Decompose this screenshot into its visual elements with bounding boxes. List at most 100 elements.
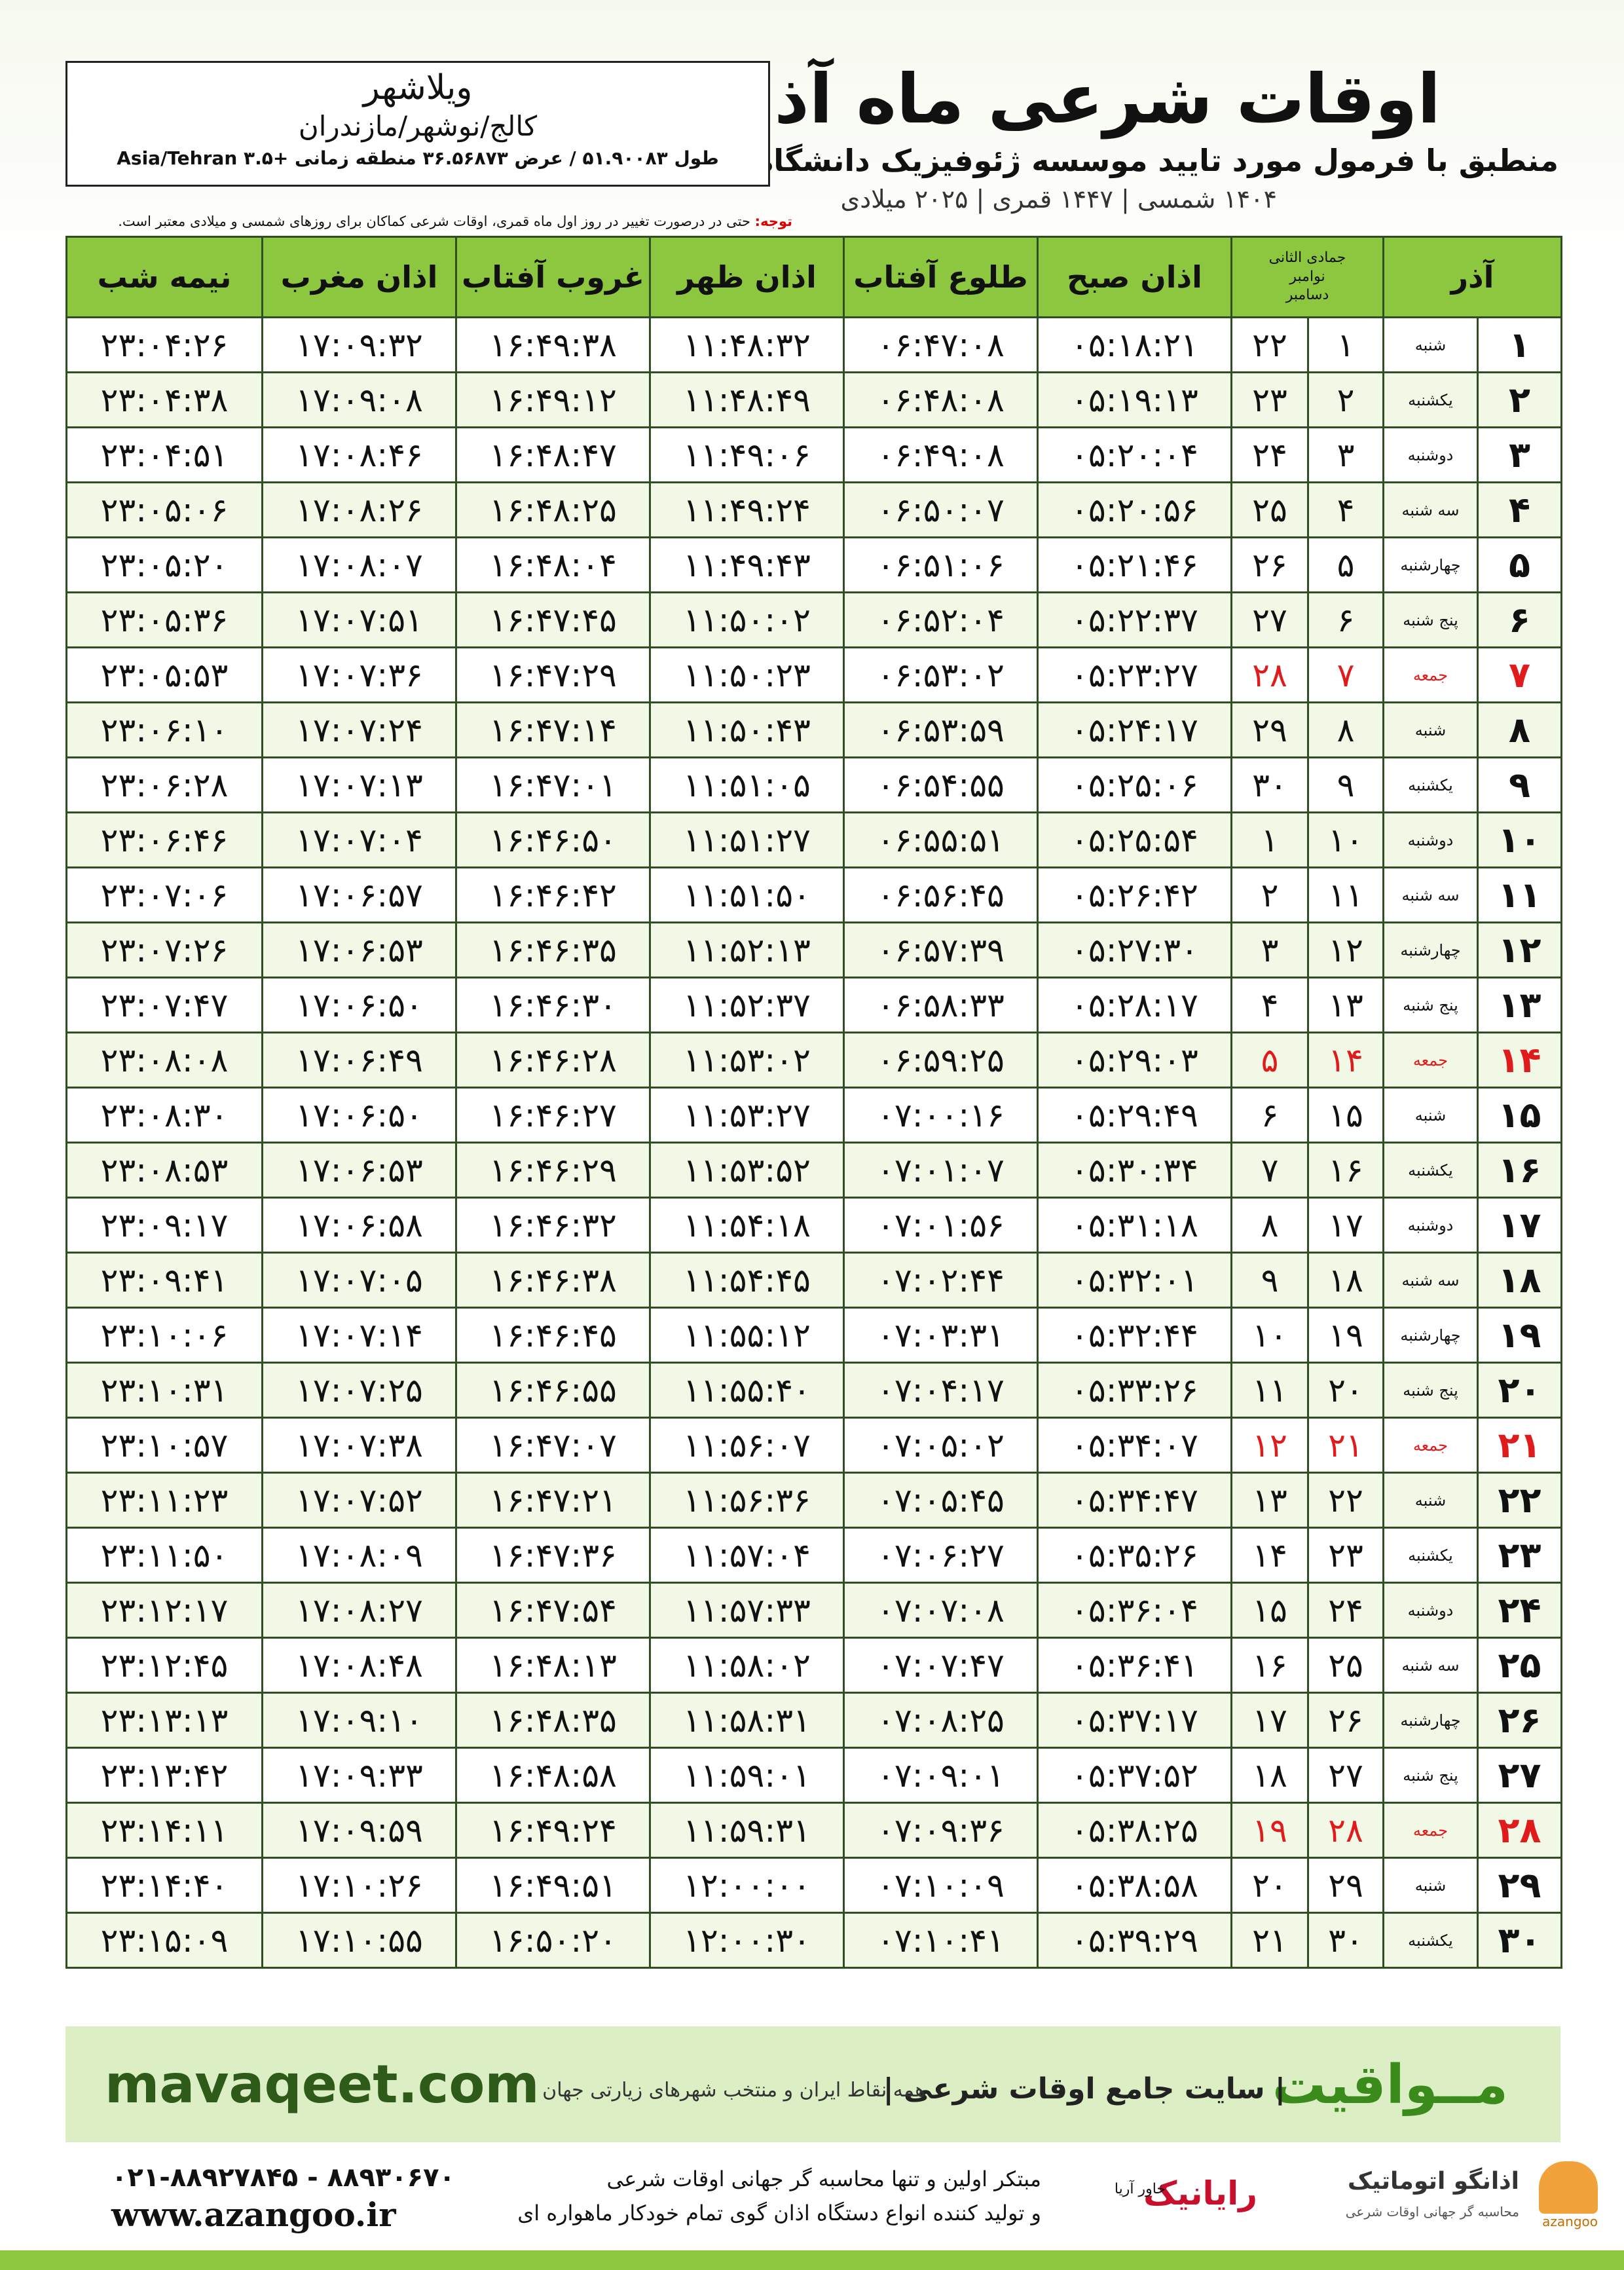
hijri-day: ۳ (1307, 426, 1384, 483)
time-cell: ۱۱:۵۷:۰۴ (649, 1527, 845, 1584)
time-cell: ۱۷:۰۸:۲۷ (261, 1582, 457, 1639)
time-cell: ۰۷:۰۷:۰۸ (843, 1582, 1039, 1639)
time-cell: ۱۱:۴۹:۲۴ (649, 481, 845, 538)
month-header: آذر (1382, 236, 1563, 318)
weekday: جمعه (1382, 1032, 1479, 1088)
day-number: ۲۵ (1477, 1637, 1563, 1694)
time-cell: ۰۷:۰۳:۳۱ (843, 1307, 1039, 1364)
hijri-day: ۱۴ (1307, 1032, 1384, 1088)
time-cell: ۱۱:۵۵:۴۰ (649, 1362, 845, 1419)
day-number: ۲۳ (1477, 1527, 1563, 1584)
time-cell: ۱۶:۴۹:۳۸ (455, 316, 651, 373)
day-number: ۸ (1477, 701, 1563, 758)
location-box: ویلاشهر کالج/نوشهر/مازندران طول ۵۱.۹۰۰۸۳… (65, 61, 770, 187)
day-number: ۶ (1477, 591, 1563, 648)
time-cell: ۱۷:۰۶:۴۹ (261, 1032, 457, 1088)
website[interactable]: www.azangoo.ir (111, 2195, 396, 2234)
time-cell: ۲۳:۱۲:۴۵ (65, 1637, 263, 1694)
greg-day: ۲۳ (1230, 371, 1309, 428)
day-number: ۱ (1477, 316, 1563, 373)
time-cell: ۲۳:۱۰:۵۷ (65, 1417, 263, 1474)
greg-day: ۲۹ (1230, 701, 1309, 758)
table-row: ۳۰ یکشنبه ۳۰ ۲۱ ۰۵:۳۹:۲۹ ۰۷:۱۰:۴۱ ۱۲:۰۰:۳۰ ۱۶:۵… (65, 1912, 1563, 1969)
time-cell: ۱۶:۴۷:۵۴ (455, 1582, 651, 1639)
time-cell: ۰۵:۱۸:۲۱ (1037, 316, 1232, 373)
time-cell: ۲۳:۱۴:۱۱ (65, 1802, 263, 1859)
table-row: ۶ پنج شنبه ۶ ۲۷ ۰۵:۲۲:۳۷ ۰۶:۵۲:۰۴ ۱۱:۵۰:۰۲ ۱۶:۴… (65, 591, 1563, 648)
time-cell: ۰۵:۳۲:۰۱ (1037, 1252, 1232, 1309)
weekday: چهارشنبه (1382, 921, 1479, 978)
time-cell: ۱۶:۴۶:۵۰ (455, 811, 651, 868)
hijri-day: ۲۷ (1307, 1747, 1384, 1804)
greg-day: ۸ (1230, 1197, 1309, 1254)
time-cell: ۱۶:۴۶:۴۵ (455, 1307, 651, 1364)
time-header: طلوع آفتاب (843, 236, 1039, 318)
time-cell: ۰۵:۲۰:۰۴ (1037, 426, 1232, 483)
hijri-day: ۱۶ (1307, 1142, 1384, 1199)
time-cell: ۲۳:۰۸:۵۳ (65, 1142, 263, 1199)
time-cell: ۰۶:۴۹:۰۸ (843, 426, 1039, 483)
table-row: ۲۶ چهارشنبه ۲۶ ۱۷ ۰۵:۳۷:۱۷ ۰۷:۰۸:۲۵ ۱۱:۵۸:۳۱ ۱۶… (65, 1692, 1563, 1749)
time-cell: ۲۳:۱۳:۱۳ (65, 1692, 263, 1749)
weekday: جمعه (1382, 646, 1479, 703)
time-cell: ۱۶:۴۷:۴۵ (455, 591, 651, 648)
subtitle: منطبق با فرمول مورد تایید موسسه ژئوفیزیک… (659, 143, 1559, 178)
time-cell: ۰۵:۲۰:۵۶ (1037, 481, 1232, 538)
time-cell: ۱۷:۰۹:۵۹ (261, 1802, 457, 1859)
logo-icon (1539, 2161, 1598, 2214)
table-row: ۲۴ دوشنبه ۲۴ ۱۵ ۰۵:۳۶:۰۴ ۰۷:۰۷:۰۸ ۱۱:۵۷:۳۳ ۱۶:۴… (65, 1582, 1563, 1639)
time-cell: ۰۷:۰۲:۴۴ (843, 1252, 1039, 1309)
weekday: یکشنبه (1382, 756, 1479, 813)
weekday: شنبه (1382, 316, 1479, 373)
time-cell: ۱۱:۵۳:۵۲ (649, 1142, 845, 1199)
day-number: ۱۸ (1477, 1252, 1563, 1309)
time-cell: ۱۶:۴۶:۳۰ (455, 977, 651, 1033)
time-cell: ۲۳:۰۹:۱۷ (65, 1197, 263, 1254)
day-number: ۲۱ (1477, 1417, 1563, 1474)
day-number: ۱۷ (1477, 1197, 1563, 1254)
hijri-day: ۲۵ (1307, 1637, 1384, 1694)
greg-day: ۲ (1230, 866, 1309, 923)
time-cell: ۱۶:۴۷:۲۹ (455, 646, 651, 703)
day-number: ۱۹ (1477, 1307, 1563, 1364)
greg-day: ۱۵ (1230, 1582, 1309, 1639)
day-number: ۲۸ (1477, 1802, 1563, 1859)
table-row: ۲۱ جمعه ۲۱ ۱۲ ۰۵:۳۴:۰۷ ۰۷:۰۵:۰۲ ۱۱:۵۶:۰۷ ۱۶:۴۷:… (65, 1417, 1563, 1474)
time-cell: ۰۶:۵۳:۰۲ (843, 646, 1039, 703)
site[interactable]: mavaqeet.com (105, 2054, 540, 2115)
time-cell: ۰۵:۲۹:۰۳ (1037, 1032, 1232, 1088)
day-number: ۱۲ (1477, 921, 1563, 978)
time-cell: ۲۳:۰۵:۳۶ (65, 591, 263, 648)
time-cell: ۰۶:۵۸:۳۳ (843, 977, 1039, 1033)
time-cell: ۱۷:۰۷:۱۳ (261, 756, 457, 813)
time-cell: ۱۱:۵۹:۳۱ (649, 1802, 845, 1859)
table-row: ۹ یکشنبه ۹ ۳۰ ۰۵:۲۵:۰۶ ۰۶:۵۴:۵۵ ۱۱:۵۱:۰۵ ۱۶:۴۷:… (65, 756, 1563, 813)
time-cell: ۲۳:۰۵:۲۰ (65, 536, 263, 593)
time-cell: ۲۳:۰۴:۳۸ (65, 371, 263, 428)
brand: مــواقیت (1272, 2054, 1508, 2116)
time-cell: ۱۱:۵۲:۱۳ (649, 921, 845, 978)
table-row: ۲۵ سه شنبه ۲۵ ۱۶ ۰۵:۳۶:۴۱ ۰۷:۰۷:۴۷ ۱۱:۵۸:۰۲ ۱۶:… (65, 1637, 1563, 1694)
logo-sub: azangoo (1542, 2214, 1598, 2229)
hijri-day: ۲۱ (1307, 1417, 1384, 1474)
time-cell: ۲۳:۰۵:۰۶ (65, 481, 263, 538)
time-cell: ۱۶:۴۶:۴۲ (455, 866, 651, 923)
coords: طول ۵۱.۹۰۰۸۳ / عرض ۳۶.۵۶۸۷۳ منطقه زمانی … (117, 147, 719, 169)
table-row: ۲۳ یکشنبه ۲۳ ۱۴ ۰۵:۳۵:۲۶ ۰۷:۰۶:۲۷ ۱۱:۵۷:۰۴ ۱۶:۴… (65, 1527, 1563, 1584)
day-number: ۱۵ (1477, 1087, 1563, 1144)
weekday: جمعه (1382, 1802, 1479, 1859)
weekday: یکشنبه (1382, 1527, 1479, 1584)
time-cell: ۲۳:۰۴:۲۶ (65, 316, 263, 373)
time-cell: ۰۵:۲۹:۴۹ (1037, 1087, 1232, 1144)
time-cell: ۱۶:۴۸:۴۷ (455, 426, 651, 483)
time-cell: ۲۳:۰۵:۵۳ (65, 646, 263, 703)
time-cell: ۱۶:۴۸:۱۳ (455, 1637, 651, 1694)
logo-sub: خاور آریا (1114, 2181, 1166, 2197)
time-cell: ۰۵:۱۹:۱۳ (1037, 371, 1232, 428)
time-cell: ۱۶:۴۸:۲۵ (455, 481, 651, 538)
time-cell: ۰۵:۲۷:۳۰ (1037, 921, 1232, 978)
time-cell: ۰۵:۳۶:۰۴ (1037, 1582, 1232, 1639)
time-cell: ۲۳:۱۱:۵۰ (65, 1527, 263, 1584)
hijri-day: ۱۳ (1307, 977, 1384, 1033)
hijri-day: ۲۴ (1307, 1582, 1384, 1639)
